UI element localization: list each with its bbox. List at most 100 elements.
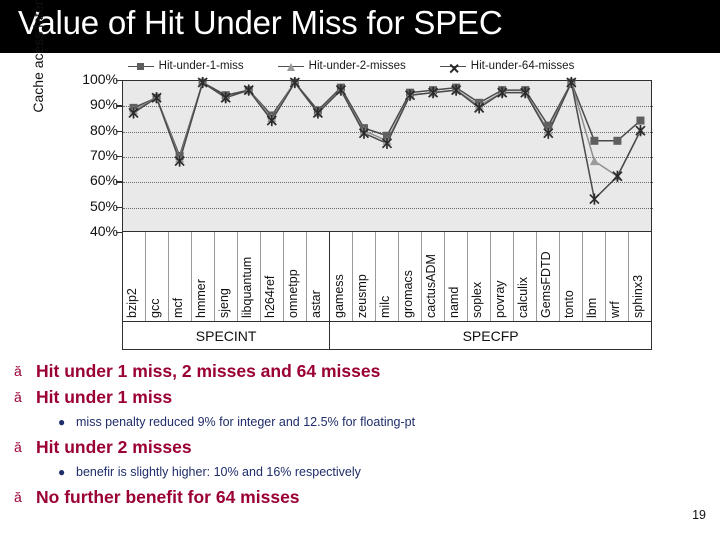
data-point-x [197, 76, 208, 89]
x-axis-tick-calculix: calculix [514, 232, 537, 321]
page-number: 19 [692, 508, 706, 522]
x-axis-group-specint: SPECINT [123, 322, 331, 349]
x-axis-label: milc [378, 295, 392, 318]
x-axis-tick-mcf: mcf [169, 232, 192, 321]
legend-marker-square-icon [127, 61, 154, 72]
data-point-square [636, 116, 645, 125]
title-bar: Value of Hit Under Miss for SPEC [0, 0, 720, 53]
x-axis-label: mcf [171, 297, 185, 318]
data-point-x [451, 84, 462, 96]
x-axis-label: libquantum [240, 256, 254, 318]
data-point-x [589, 193, 600, 205]
x-axis-tick-gromacs: gromacs [399, 232, 422, 321]
data-point-x [404, 89, 416, 101]
y-tick-label: 70% [89, 147, 118, 163]
x-axis-tick-zeusmp: zeusmp [353, 232, 376, 321]
x-axis-tick-povray: povray [491, 232, 514, 321]
x-axis-label: soplex [470, 281, 484, 318]
footer-bar [0, 533, 720, 540]
sub-bullet-item: ● miss penalty reduced 9% for integer and… [0, 410, 720, 434]
x-axis-tick-lbm: lbm [583, 232, 606, 321]
x-axis-label: bzip2 [125, 288, 139, 318]
bullet-item: ă Hit under 1 miss [0, 384, 720, 410]
x-axis-tick-gamess: gamess [330, 232, 353, 321]
y-axis-title: Cache acess latency [30, 0, 46, 113]
bullet-marker-icon: ă [14, 363, 22, 379]
legend-marker-x-icon [439, 61, 466, 72]
x-axis-label: calculix [516, 277, 530, 318]
data-point-x [128, 107, 139, 119]
data-point-triangle [589, 156, 599, 166]
data-point-square [613, 136, 622, 145]
y-tick-mark [116, 206, 122, 208]
x-axis-label: h264ref [263, 275, 277, 318]
x-axis-tick-tonto: tonto [560, 232, 583, 321]
x-axis-labels: bzip2 gcc mcf hmmer sjeng libquantum h264ref om… [122, 232, 652, 322]
x-axis-tick-astar: astar [307, 232, 330, 321]
x-axis-label: GemsFDTD [539, 251, 553, 318]
legend-item-hit-under-2-misses: Hit-under-2-misses [277, 60, 406, 72]
legend-label: Hit-under-64-misses [470, 60, 575, 72]
x-axis-label: sjeng [217, 288, 231, 318]
x-axis-group-specfp: SPECFP [330, 322, 651, 349]
x-axis-tick-gcc: gcc [146, 232, 169, 321]
x-axis-label: povray [493, 280, 507, 318]
plot-area [122, 80, 653, 232]
sub-bullet-dot-icon: ● [58, 415, 66, 429]
plot-wrapper: 100% 90% 80% 70% 60% 50% 40% [82, 71, 653, 239]
data-point-x [335, 84, 347, 96]
data-point-square [590, 136, 599, 145]
bullet-item: ă No further benefit for 64 misses [0, 484, 720, 510]
chart-figure: Hit-under-1-miss Hit-under-2-misses Hit-… [30, 0, 666, 352]
y-tick-label: 90% [89, 96, 118, 113]
x-axis-tick-h264ref: h264ref [261, 232, 284, 321]
bullet-marker-icon: ă [14, 489, 22, 505]
y-tick-label: 40% [89, 223, 118, 239]
data-point-x [289, 76, 300, 89]
x-axis-tick-sjeng: sjeng [215, 232, 238, 321]
x-axis-tick-sphinx3: sphinx3 [629, 232, 651, 321]
y-tick-mark [116, 130, 122, 132]
data-point-x [312, 107, 323, 119]
x-axis-label: zeusmp [355, 274, 369, 318]
x-axis-label: sphinx3 [631, 274, 645, 318]
legend-item-hit-under-1-miss: Hit-under-1-miss [127, 60, 244, 72]
legend-marker-triangle-icon [277, 61, 304, 72]
gridline [123, 207, 653, 209]
data-point-x [543, 127, 554, 139]
legend-item-hit-under-64-misses: Hit-under-64-misses [439, 60, 575, 72]
y-tick-mark [116, 105, 122, 107]
x-axis-label: gamess [332, 274, 346, 318]
x-axis-label: wrf [608, 301, 622, 318]
series-lines [128, 76, 646, 205]
x-axis-group-band: SPECINT SPECFP [122, 322, 652, 350]
x-axis-tick-bzip2: bzip2 [123, 232, 146, 321]
y-tick-mark [116, 80, 122, 82]
legend-label: Hit-under-1-miss [158, 60, 244, 72]
data-point-x [474, 102, 485, 114]
data-point-x [151, 92, 162, 104]
y-tick-label: 50% [89, 197, 118, 214]
data-point-x [220, 92, 231, 104]
x-axis-tick-soplex: soplex [468, 232, 491, 321]
data-point-x [497, 87, 508, 99]
gridline [123, 106, 653, 108]
data-point-x [612, 170, 623, 182]
data-point-x [566, 76, 577, 89]
y-tick-mark [116, 156, 122, 158]
x-axis-tick-omnetpp: omnetpp [284, 232, 307, 321]
x-axis-tick-namd: namd [445, 232, 468, 321]
data-point-x [266, 114, 277, 127]
sub-bullet-item: ● benefir is slightly higher: 10% and 16%… [0, 460, 720, 484]
x-axis-label: cactusADM [424, 254, 438, 318]
y-tick-label: 100% [82, 71, 118, 87]
x-axis-label: gromacs [401, 270, 415, 318]
bullet-text: Hit under 1 miss, 2 misses and 64 misses [36, 361, 381, 381]
bullet-text: No further benefit for 64 misses [36, 487, 300, 507]
data-point-square [544, 121, 553, 130]
x-axis-tick-libquantum: libquantum [238, 232, 261, 321]
bullet-marker-icon: ă [14, 439, 22, 455]
bullet-text: miss penalty reduced 9% for integer and … [76, 415, 416, 429]
x-axis-label: tonto [562, 290, 576, 318]
bullet-list: ă Hit under 1 miss, 2 misses and 64 misse… [0, 358, 720, 510]
